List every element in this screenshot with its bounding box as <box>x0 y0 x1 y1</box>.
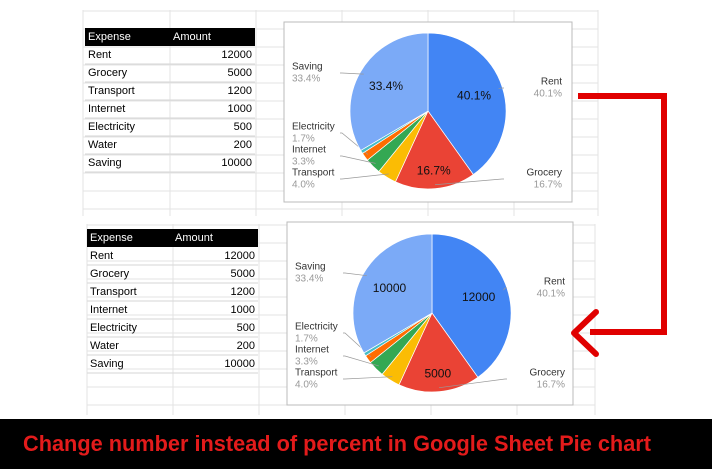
slice-percent: 33.4% <box>295 274 323 285</box>
table-cell: 12000 <box>224 250 255 262</box>
arrow-head <box>571 309 599 357</box>
slice-label: 5000 <box>424 367 451 381</box>
content: Expense Amount Rent 12000 Grocery 5000 Transpo… <box>85 21 574 406</box>
table-cell: 5000 <box>228 67 252 79</box>
slice-label: 12000 <box>462 290 496 304</box>
slice-name: Electricity <box>292 122 335 133</box>
pie-slice <box>349 32 429 151</box>
table-cell: Electricity <box>90 322 138 334</box>
table-cell: Grocery <box>88 67 128 79</box>
table-cell: Rent <box>90 250 113 262</box>
table-cell: 1000 <box>231 304 255 316</box>
slice-percent: 1.7% <box>292 134 315 145</box>
table-cell: 10000 <box>221 157 252 169</box>
table-cell: 10000 <box>224 358 255 370</box>
table-cell: Transport <box>88 85 135 97</box>
table-cell: Grocery <box>90 268 130 280</box>
slice-name: Rent <box>544 277 565 288</box>
slice-name: Grocery <box>526 168 562 179</box>
table-cell: 5000 <box>231 268 255 280</box>
slice-percent: 40.1% <box>537 289 565 300</box>
slice-percent: 16.7% <box>537 380 565 391</box>
slice-percent: 3.3% <box>295 357 318 368</box>
table-cell: 12000 <box>221 49 252 61</box>
slice-percent: 16.7% <box>534 180 562 191</box>
table-cell: Water <box>90 340 119 352</box>
slice-name: Internet <box>295 345 329 356</box>
leader-line <box>340 72 364 75</box>
table-cell: 500 <box>234 121 252 133</box>
table-header: Amount <box>175 232 213 244</box>
caption-bar <box>0 419 712 469</box>
leader-line <box>503 287 507 291</box>
table-cell: Water <box>88 139 117 151</box>
pie-slice <box>398 312 479 393</box>
table-header: Amount <box>173 31 211 43</box>
red-arrow <box>578 93 667 335</box>
pie-slice <box>427 32 507 175</box>
table-cell: Saving <box>90 358 124 370</box>
leader-line <box>343 272 367 277</box>
leader-line <box>439 378 507 389</box>
slice-label: 40.1% <box>457 88 491 102</box>
table-header-bg <box>87 229 258 247</box>
pie-slice <box>394 110 474 190</box>
table-cell: 200 <box>234 139 252 151</box>
leader-line <box>434 178 504 186</box>
leader-line <box>340 155 376 164</box>
slice-name: Saving <box>292 62 323 73</box>
slice-percent: 1.7% <box>295 334 318 345</box>
leader-line <box>343 355 379 367</box>
slice-name: Rent <box>541 77 562 88</box>
slice-percent: 33.4% <box>292 74 320 85</box>
table-header: Expense <box>90 232 133 244</box>
slice-name: Electricity <box>295 322 338 333</box>
slice-percent: 4.0% <box>295 380 318 391</box>
table-header-bg <box>85 28 255 46</box>
leader-line <box>343 376 393 380</box>
slice-label: 16.7% <box>417 164 451 178</box>
caption: Change number instead of percent in Goog… <box>23 431 652 456</box>
slice-label: 10000 <box>373 281 407 295</box>
table-cell: Internet <box>88 103 125 115</box>
table-cell: 1200 <box>228 85 252 97</box>
slice-name: Internet <box>292 145 326 156</box>
table-cell: Rent <box>88 49 111 61</box>
slice-name: Transport <box>292 168 335 179</box>
leader-line <box>340 173 389 180</box>
slice-percent: 40.1% <box>534 89 562 100</box>
table-cell: Saving <box>88 157 122 169</box>
slice-percent: 3.3% <box>292 157 315 168</box>
slice-label: 33.4% <box>369 79 403 93</box>
pie-slice <box>352 233 433 354</box>
slice-name: Transport <box>295 368 338 379</box>
table-cell: Transport <box>90 286 137 298</box>
table-cell: Internet <box>90 304 127 316</box>
slice-percent: 4.0% <box>292 180 315 191</box>
pie-slice <box>431 233 512 378</box>
table-cell: 200 <box>237 340 255 352</box>
table-cell: 500 <box>237 322 255 334</box>
table-cell: 1200 <box>231 286 255 298</box>
slice-name: Saving <box>295 262 326 273</box>
table-cell: 1000 <box>228 103 252 115</box>
table-header: Expense <box>88 31 131 43</box>
table-cell: Electricity <box>88 121 136 133</box>
slice-name: Grocery <box>529 368 565 379</box>
